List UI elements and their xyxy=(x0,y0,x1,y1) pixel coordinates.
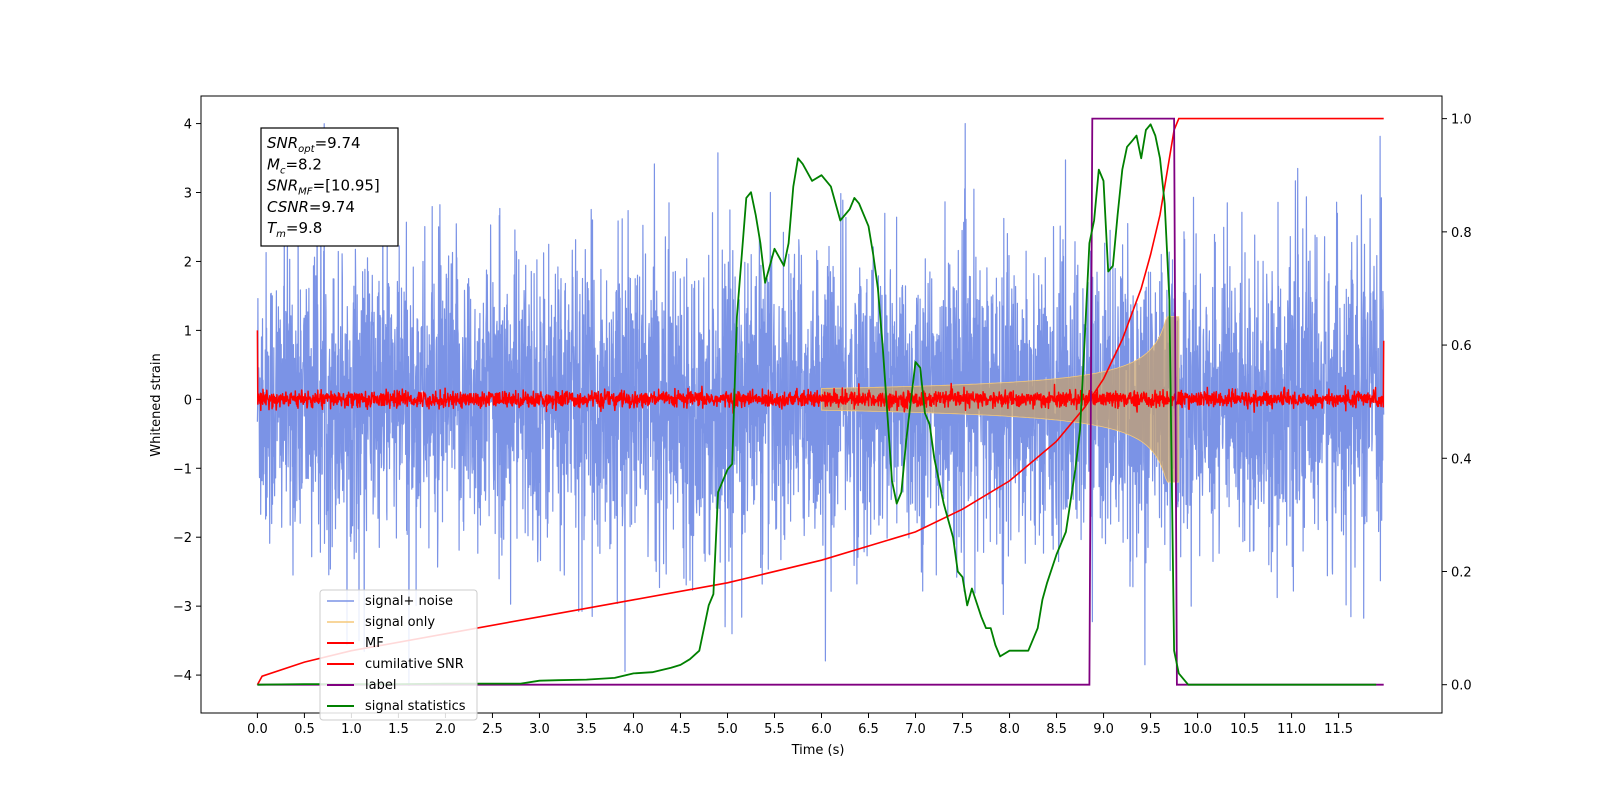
x-tick-label: 6.0 xyxy=(811,722,832,737)
x-tick-label: 1.0 xyxy=(341,722,362,737)
y-right-tick-label: 0.0 xyxy=(1451,679,1472,694)
info-line: CSNR=9.74 xyxy=(267,198,355,216)
y-tick-label: −4 xyxy=(173,669,192,684)
x-tick-label: 4.0 xyxy=(623,722,644,737)
x-tick-label: 0.0 xyxy=(247,722,268,737)
x-axis-label: Time (s) xyxy=(791,743,845,758)
y-tick-label: 3 xyxy=(184,187,192,202)
x-tick-label: 3.5 xyxy=(576,722,597,737)
x-tick-label: 3.0 xyxy=(529,722,550,737)
legend-label: signal statistics xyxy=(365,699,466,714)
x-tick-label: 5.0 xyxy=(717,722,738,737)
y-axis-ticks: −4 −3 −2 −1 0 1 2 3 4 xyxy=(173,118,201,684)
x-tick-label: 4.5 xyxy=(670,722,691,737)
x-tick-label: 0.5 xyxy=(294,722,315,737)
info-line: Tm=9.8 xyxy=(267,219,322,240)
series-signal-noise xyxy=(256,122,1385,687)
y-tick-label: 1 xyxy=(184,324,192,339)
y-tick-label: 0 xyxy=(184,393,192,408)
x-tick-label: 6.5 xyxy=(858,722,879,737)
info-line: Mc=8.2 xyxy=(267,155,322,176)
x-tick-label: 10.0 xyxy=(1183,722,1212,737)
y-right-axis-ticks: 0.0 0.2 0.4 0.6 0.8 1.0 xyxy=(1442,113,1472,694)
y-right-tick-label: 0.6 xyxy=(1451,339,1472,354)
series-mf xyxy=(256,330,1385,414)
legend-label: cumilative SNR xyxy=(365,657,464,672)
x-axis-ticks: 0.0 0.5 1.0 1.5 2.0 2.5 3.0 3.5 4.0 4.5 5.0 5.5 6.0 6… xyxy=(247,713,1353,737)
x-tick-label: 11.0 xyxy=(1277,722,1306,737)
y-tick-label: 2 xyxy=(184,255,192,270)
x-tick-label: 1.5 xyxy=(388,722,409,737)
y-tick-label: 4 xyxy=(184,118,192,133)
y-tick-label: −1 xyxy=(173,462,192,477)
legend-frame xyxy=(319,589,478,721)
x-tick-label: 9.0 xyxy=(1093,722,1114,737)
info-line: SNRMF=[10.95] xyxy=(267,177,380,198)
x-tick-label: 8.5 xyxy=(1046,722,1067,737)
x-tick-label: 9.5 xyxy=(1140,722,1161,737)
legend-label: signal+ noise xyxy=(365,594,453,609)
x-tick-label: 10.5 xyxy=(1230,722,1259,737)
info-line: SNRopt=9.74 xyxy=(267,134,361,155)
legend: signal+ noise signal only MF cumilative SNR… xyxy=(319,589,478,721)
info-box-frame xyxy=(260,127,399,247)
y-axis-label: Whitened strain xyxy=(149,353,164,456)
y-tick-label: −3 xyxy=(173,600,192,615)
x-tick-label: 11.5 xyxy=(1324,722,1353,737)
x-tick-label: 2.5 xyxy=(482,722,503,737)
x-tick-label: 8.0 xyxy=(999,722,1020,737)
x-tick-label: 7.0 xyxy=(905,722,926,737)
x-tick-label: 5.5 xyxy=(764,722,785,737)
x-tick-label: 2.0 xyxy=(435,722,456,737)
y-right-tick-label: 0.4 xyxy=(1451,452,1472,467)
legend-label: label xyxy=(365,678,396,693)
y-right-tick-label: 0.2 xyxy=(1451,565,1472,580)
y-right-tick-label: 1.0 xyxy=(1451,113,1472,128)
legend-label: MF xyxy=(365,636,384,651)
legend-label: signal only xyxy=(365,615,435,630)
y-right-tick-label: 0.8 xyxy=(1451,226,1472,241)
series-signal-statistics xyxy=(257,123,1377,686)
y-tick-label: −2 xyxy=(173,531,192,546)
x-tick-label: 7.5 xyxy=(952,722,973,737)
